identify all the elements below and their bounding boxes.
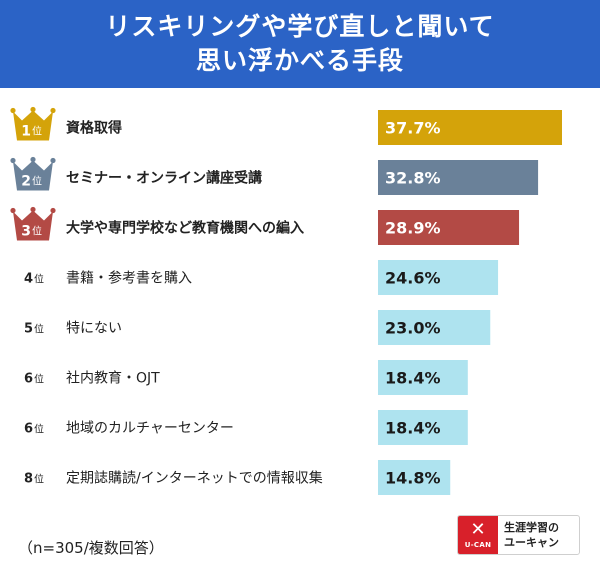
ucan-logo: ✕ U-CAN 生涯学習の ユーキャン — [457, 515, 580, 555]
rank-suffix: 位 — [32, 175, 42, 188]
ucan-mark-text: U-CAN — [464, 541, 492, 549]
rank-number: 6 — [24, 422, 33, 437]
rank-suffix: 位 — [34, 473, 44, 486]
rank-number: 3 — [21, 224, 31, 240]
bar — [378, 360, 468, 395]
category-label: セミナー・オンライン講座受講 — [66, 170, 262, 187]
category-label: 社内教育・OJT — [66, 371, 160, 387]
rank-suffix: 位 — [34, 423, 44, 436]
title-line-2: 思い浮かべる手段 — [195, 46, 404, 75]
category-label: 定期誌購読/インターネットでの情報収集 — [66, 470, 323, 487]
rank-suffix: 位 — [32, 225, 42, 238]
rank-number: 4 — [24, 272, 33, 287]
rank-suffix: 位 — [34, 373, 44, 386]
sample-size-note: （n=305/複数回答） — [18, 539, 164, 557]
rank-number: 5 — [24, 322, 33, 337]
bar — [378, 410, 468, 445]
category-label: 書籍・参考書を購入 — [66, 270, 192, 287]
rank-number: 8 — [24, 472, 33, 487]
bar — [378, 260, 499, 295]
bar — [378, 160, 539, 195]
rank-suffix: 位 — [34, 273, 44, 286]
rank-suffix: 位 — [32, 125, 42, 138]
logo-line-2: ユーキャン — [504, 536, 559, 549]
bar-value-label: 23.0% — [385, 319, 441, 338]
rank-suffix: 位 — [34, 323, 44, 336]
title-line-1: リスキリングや学び直しと聞いて — [105, 12, 495, 41]
ucan-mark: ✕ U-CAN — [458, 516, 498, 554]
rank-number: 6 — [24, 372, 33, 387]
rank-number: 2 — [21, 174, 31, 190]
bar — [378, 210, 520, 245]
bar — [378, 110, 562, 145]
logo-line-1: 生涯学習の — [504, 521, 559, 534]
category-label: 資格取得 — [66, 120, 122, 137]
rank-crown-icon — [10, 206, 56, 241]
rank-crown-icon — [10, 156, 56, 191]
bar-value-label: 14.8% — [385, 469, 441, 488]
bar-value-label: 37.7% — [385, 119, 441, 138]
bar — [378, 310, 491, 345]
bar-value-label: 18.4% — [385, 419, 441, 438]
category-label: 大学や専門学校など教育機関への編入 — [66, 220, 304, 237]
bar-value-label: 18.4% — [385, 369, 441, 388]
category-label: 特にない — [66, 321, 122, 337]
rank-number: 1 — [21, 124, 31, 140]
bar — [378, 460, 451, 495]
bar-value-label: 28.9% — [385, 219, 441, 238]
ucan-emblem-icon: ✕ — [470, 519, 486, 540]
rank-crown-icon — [10, 106, 56, 141]
category-label: 地域のカルチャーセンター — [66, 421, 234, 437]
chart-title: リスキリングや学び直しと聞いて 思い浮かべる手段 — [0, 0, 600, 88]
bar-value-label: 32.8% — [385, 169, 441, 188]
bar-value-label: 24.6% — [385, 269, 441, 288]
